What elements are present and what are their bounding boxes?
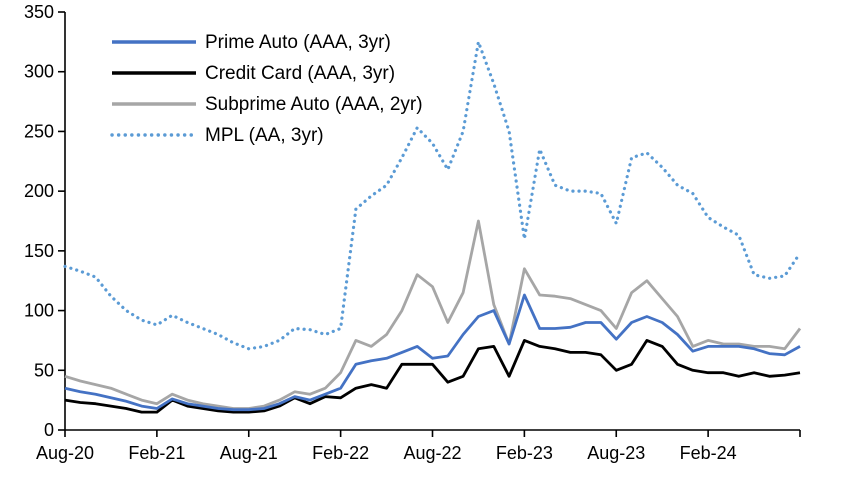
y-axis-tick-label: 200	[24, 181, 54, 201]
plot-area: 0 50 100 150 200 250 300 350 Aug-20 Feb-21 Aug-21 F…	[24, 2, 802, 463]
y-axis-tick-label: 0	[44, 420, 54, 440]
x-axis-tick-label: Feb-23	[496, 443, 553, 463]
x-axis-tick-label: Aug-21	[220, 443, 278, 463]
x-axis-tick-label: Feb-24	[680, 443, 737, 463]
legend-label-credit-card: Credit Card (AAA, 3yr)	[205, 63, 395, 84]
series-line-3	[63, 40, 802, 351]
legend-label-subprime-auto: Subprime Auto (AAA, 2yr)	[205, 94, 423, 115]
x-axis-tick-label: Aug-23	[587, 443, 645, 463]
y-axis-tick-label: 350	[24, 2, 54, 22]
legend-label-mpl: MPL (AA, 3yr)	[205, 125, 324, 146]
y-axis-tick-label: 50	[34, 360, 54, 380]
x-axis-tick-label: Feb-21	[128, 443, 185, 463]
y-axis-tick-label: 300	[24, 62, 54, 82]
series-line-0	[64, 293, 801, 412]
y-axis-tick-label: 150	[24, 241, 54, 261]
x-axis-tick-label: Aug-20	[36, 443, 94, 463]
y-axis-tick-label: 100	[24, 301, 54, 321]
x-axis-tick-label: Feb-22	[312, 443, 369, 463]
series-line-1	[64, 338, 801, 414]
legend: Prime Auto (AAA, 3yr) Credit Card (AAA, …	[110, 32, 423, 146]
series-line-2	[64, 219, 802, 410]
legend-label-prime-auto: Prime Auto (AAA, 3yr)	[205, 32, 391, 53]
x-axis-tick-label: Aug-22	[403, 443, 461, 463]
y-axis-tick-label: 250	[24, 121, 54, 141]
